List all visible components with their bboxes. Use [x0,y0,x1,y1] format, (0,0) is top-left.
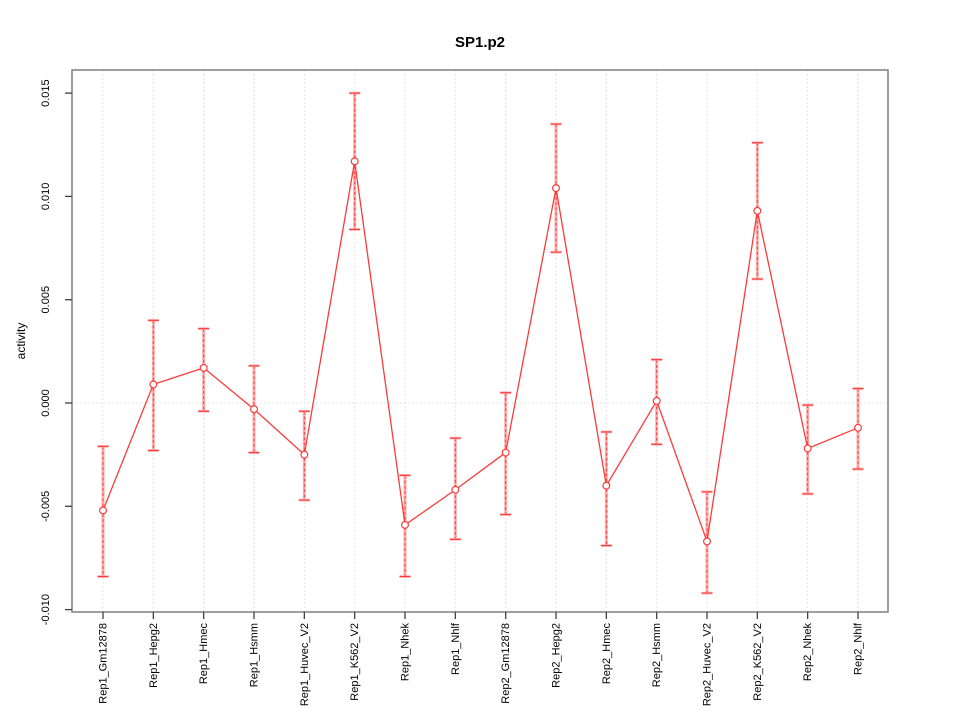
data-point [250,405,259,414]
y-tick-label: -0.010 [40,594,52,625]
x-tick-label: Rep2_Hepg2 [551,623,563,688]
x-tick-label: Rep1_Nhek [400,623,412,682]
data-point [551,184,560,193]
x-tick-label: Rep1_Hsmm [249,623,261,687]
data-layer [97,91,864,595]
x-tick-label: Rep2_Nhlf [853,622,865,675]
data-point [501,448,510,457]
y-tick-label: -0.005 [40,491,52,522]
data-point [853,423,862,432]
chart-title: SP1.p2 [455,34,505,51]
x-tick-label: Rep1_Hmec [198,623,210,685]
axis-tick-labels: -0.010 -0.005 0.000 0.005 0.010 0.015 Rep1_Gm1… [40,79,865,706]
y-axis-label: activity [14,323,28,360]
axis-ticks [65,92,859,619]
x-tick-label: Rep2_Nhek [802,623,814,682]
x-tick-label: Rep1_Nhlf [450,622,462,675]
data-point [98,506,107,515]
data-point [350,157,359,166]
x-tick-label: Rep1_Gm12878 [98,623,110,704]
y-tick-label: 0.015 [40,79,52,107]
x-tick-label: Rep2_Hmec [601,623,613,685]
data-point [753,206,762,215]
y-tick-label: 0.005 [40,286,52,314]
x-tick-label: Rep1_Hepg2 [148,623,160,688]
data-point [451,485,460,494]
data-point [300,450,309,459]
data-point [149,380,158,389]
data-point [803,444,812,453]
plot-frame [71,69,889,613]
plot-border [71,69,889,613]
x-tick-label: Rep2_Huvec_V2 [702,623,714,706]
x-tick-label: Rep2_Gm12878 [500,623,512,704]
data-point [401,520,410,529]
x-tick-label: Rep1_Huvec_V2 [299,623,311,706]
x-tick-label: Rep1_K562_V2 [349,623,361,701]
data-point [702,537,711,546]
x-tick-label: Rep2_Hsmm [651,623,663,687]
y-tick-label: 0.010 [40,183,52,211]
x-tick-label: Rep2_K562_V2 [752,623,764,701]
grid-layer [72,70,888,612]
series-line [102,161,859,542]
data-point [652,396,661,405]
data-point [199,363,208,372]
y-tick-label: 0.000 [40,389,52,417]
data-point [602,481,611,490]
